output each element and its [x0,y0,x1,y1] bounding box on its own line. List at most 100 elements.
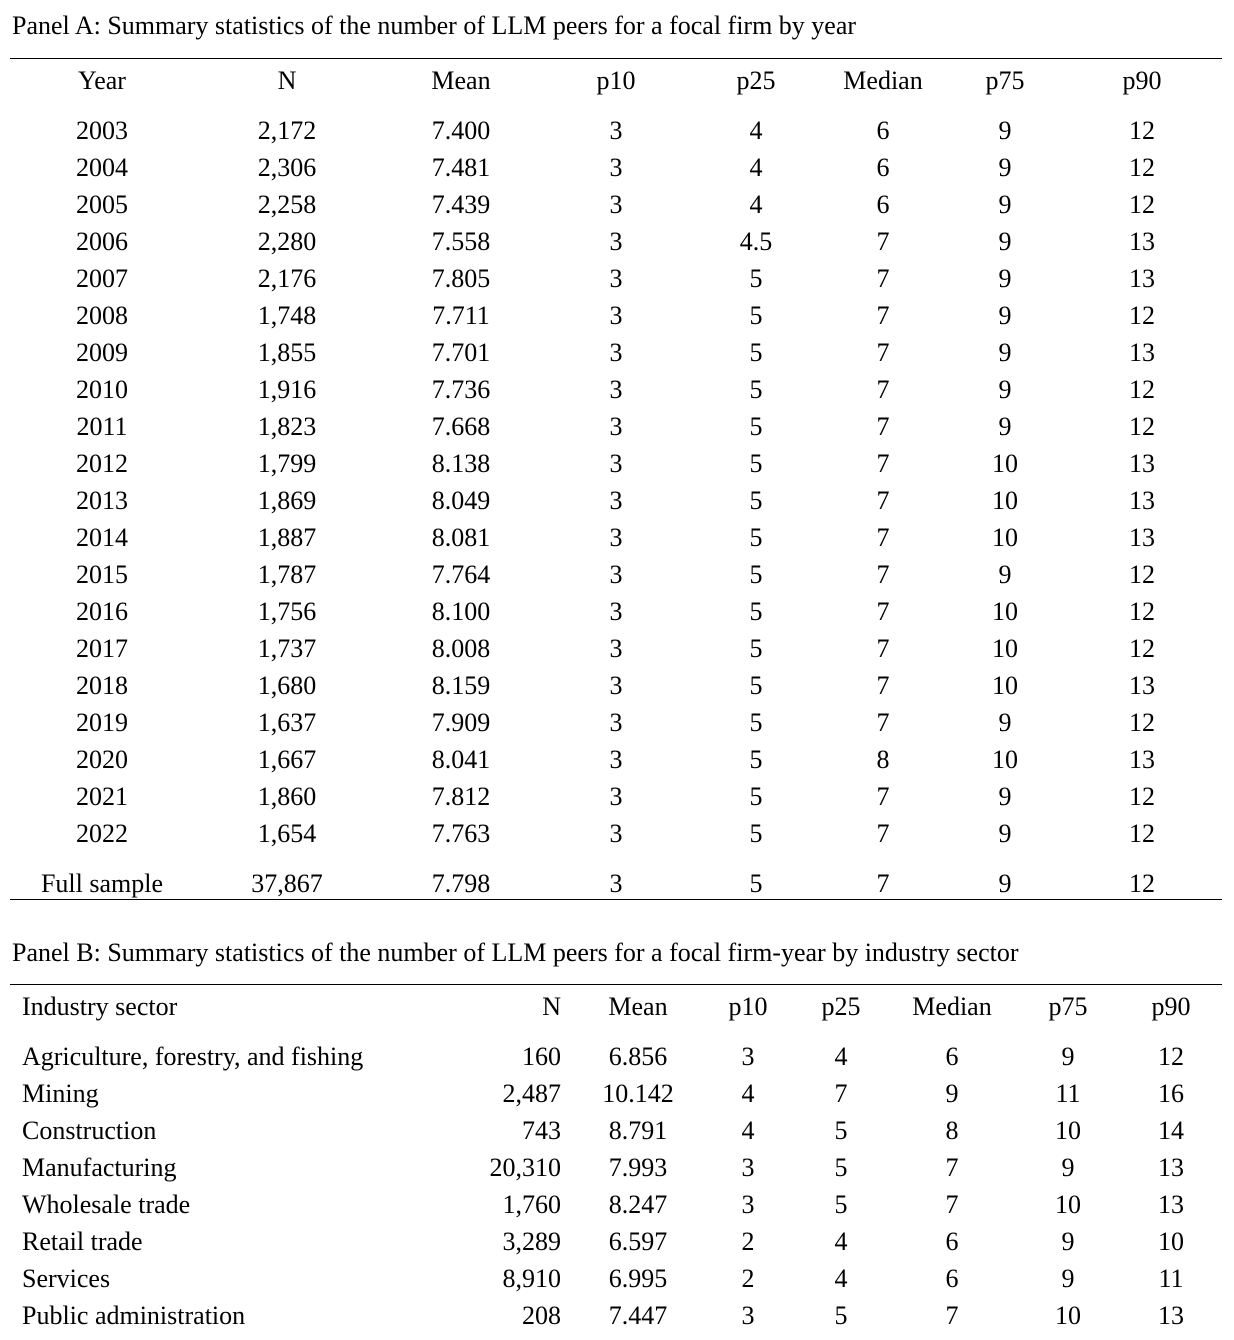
panel-b-table-row-n: 2,487 [502,1079,562,1108]
panel-a-table-row-p75: 10 [992,597,1018,626]
panel-b-table-row-p10: 4 [741,1079,755,1108]
panel-a-table-row-p90: 13 [1129,523,1155,552]
panel-a-table-body: 2003 2,172 7.400 3 4 6 9 12 2004 2,306 7.481 3 4 6 9 12… [0,112,1234,852]
panel-a-table-row-mean: 8.138 [431,449,491,478]
panel-a-table-row-label: 2011 [76,412,128,441]
panel-b-table-row-p75: 9 [1061,1153,1075,1182]
panel-a-table-row-label: 2020 [76,745,128,774]
panel-a-table-row-p25: 5 [749,634,763,663]
panel-a-table-row-p90: 12 [1129,412,1155,441]
panel-b-table-row-median: 7 [945,1301,959,1330]
panel-a-table-row-p25: 4.5 [739,227,773,256]
panel-a-table-row-p25: 5 [749,708,763,737]
panel-a-table-row: 2020 1,667 8.041 3 5 8 10 13 [0,741,1234,778]
panel-b-table-row-p25: 5 [834,1116,848,1145]
panel-a-table-row-label: 2021 [76,782,128,811]
panel-a-header-n: N [277,66,297,95]
panel-a-table-row-n: 2,258 [257,190,317,219]
panel-a-table-row: 2011 1,823 7.668 3 5 7 9 12 [0,408,1234,445]
panel-b-table-row-mean: 6.995 [608,1264,668,1293]
panel-a-table-row-p10: 3 [609,523,623,552]
panel-a-table-row-p10: 3 [609,819,623,848]
panel-b-table-row-median: 6 [945,1227,959,1256]
panel-a-full-sample-p90: 12 [1129,869,1155,898]
panel-a-table-row-p10: 3 [609,412,623,441]
panel-b-table-row-p90: 13 [1158,1301,1184,1330]
panel-a-table-row-p25: 5 [749,412,763,441]
panel-b-table-row-p75: 10 [1055,1301,1081,1330]
panel-b-table-row-p25: 7 [834,1079,848,1108]
panel-b-title: Panel B: Summary statistics of the numbe… [12,938,1019,967]
panel-a-table-row-mean: 7.909 [431,708,491,737]
panel-a-table-row-p90: 13 [1129,338,1155,367]
panel-a-table-row: 2010 1,916 7.736 3 5 7 9 12 [0,371,1234,408]
panel-a-table-row-n: 1,737 [257,634,317,663]
panel-b-table-row-p25: 5 [834,1153,848,1182]
panel-b-table-row: Mining 2,487 10.142 4 7 9 11 16 [0,1075,1234,1112]
panel-b-table-row-p75: 10 [1055,1116,1081,1145]
panel-a-table-row-mean: 7.812 [431,782,491,811]
panel-a-table-row-n: 2,280 [257,227,317,256]
panel-b-table-row-mean: 6.597 [608,1227,668,1256]
panel-a-table-row-p25: 5 [749,671,763,700]
panel-a-table-row-p10: 3 [609,153,623,182]
panel-b-table-row-p25: 4 [834,1264,848,1293]
panel-a-table-row-median: 8 [876,745,890,774]
panel-a-table-row-p25: 5 [749,523,763,552]
panel-a-header-p90: p90 [1122,66,1162,95]
panel-a-table-row-p10: 3 [609,227,623,256]
panel-b-table-row: Public administration 208 7.447 3 5 7 10 13 [0,1297,1234,1334]
panel-b-table-row-p25: 4 [834,1227,848,1256]
panel-b-table-row-median: 9 [945,1079,959,1108]
panel-a-table-row-p10: 3 [609,264,623,293]
panel-a-table-row-n: 2,176 [257,264,317,293]
panel-b-table-row-p90: 13 [1158,1190,1184,1219]
panel-b-table-row-p75: 9 [1061,1264,1075,1293]
panel-b-header-p25: p25 [821,992,861,1021]
panel-b-table-row-label: Wholesale trade [22,1190,191,1219]
panel-a-table-row-median: 6 [876,116,890,145]
panel-b-table-row-p25: 5 [834,1301,848,1330]
panel-b-table-row-label: Retail trade [22,1227,143,1256]
panel-a-table-row-n: 1,667 [257,745,317,774]
panel-a-table-row-p25: 5 [749,338,763,367]
panel-a-table-row-p25: 5 [749,264,763,293]
panel-a-table-row-n: 1,887 [257,523,317,552]
panel-a-table-row-p25: 5 [749,560,763,589]
panel-b-header-industry: Industry sector [22,992,178,1021]
panel-a-header-row: Year N Mean p10 p25 Median p75 p90 [0,62,1234,99]
panel-b-table-row-p75: 9 [1061,1042,1075,1071]
panel-a-table-row: 2013 1,869 8.049 3 5 7 10 13 [0,482,1234,519]
panel-a-table-row-median: 7 [876,819,890,848]
panel-b-table-row-mean: 7.447 [608,1301,668,1330]
panel-a-table-row-n: 1,654 [257,819,317,848]
panel-a-table-row-p10: 3 [609,671,623,700]
panel-a-table-row-p10: 3 [609,375,623,404]
panel-b-table-row-p90: 10 [1158,1227,1184,1256]
panel-a-table-row-label: 2012 [76,449,128,478]
panel-a-table-row: 2007 2,176 7.805 3 5 7 9 13 [0,260,1234,297]
panel-a-full-sample-p75: 9 [998,869,1012,898]
panel-a-table-row-mean: 8.008 [431,634,491,663]
panel-a-table-row-p75: 9 [998,338,1012,367]
panel-a-table-row-p25: 5 [749,597,763,626]
panel-a-table-row-p75: 10 [992,523,1018,552]
panel-a-header-year: Year [78,66,126,95]
panel-b-header-p90: p90 [1151,992,1191,1021]
panel-a-table-row-mean: 7.763 [431,819,491,848]
panel-a-full-sample-p10: 3 [609,869,623,898]
panel-a-full-sample-median: 7 [876,869,890,898]
panel-a-table-row-p75: 9 [998,819,1012,848]
panel-a-table-row-p90: 12 [1129,634,1155,663]
panel-a-table-row-label: 2017 [76,634,128,663]
panel-a-table-row-n: 1,916 [257,375,317,404]
panel-b-table-row-label: Public administration [22,1301,246,1330]
panel-b-table-row: Wholesale trade 1,760 8.247 3 5 7 10 13 [0,1186,1234,1223]
panel-a-table-row-p10: 3 [609,486,623,515]
panel-a-table-row-n: 2,172 [257,116,317,145]
panel-a-table-row-p90: 12 [1129,560,1155,589]
panel-a-table-row-p25: 5 [749,819,763,848]
panel-a-table-row-n: 1,799 [257,449,317,478]
panel-a-table-row-n: 1,756 [257,597,317,626]
panel-a-table-row-p25: 5 [749,375,763,404]
